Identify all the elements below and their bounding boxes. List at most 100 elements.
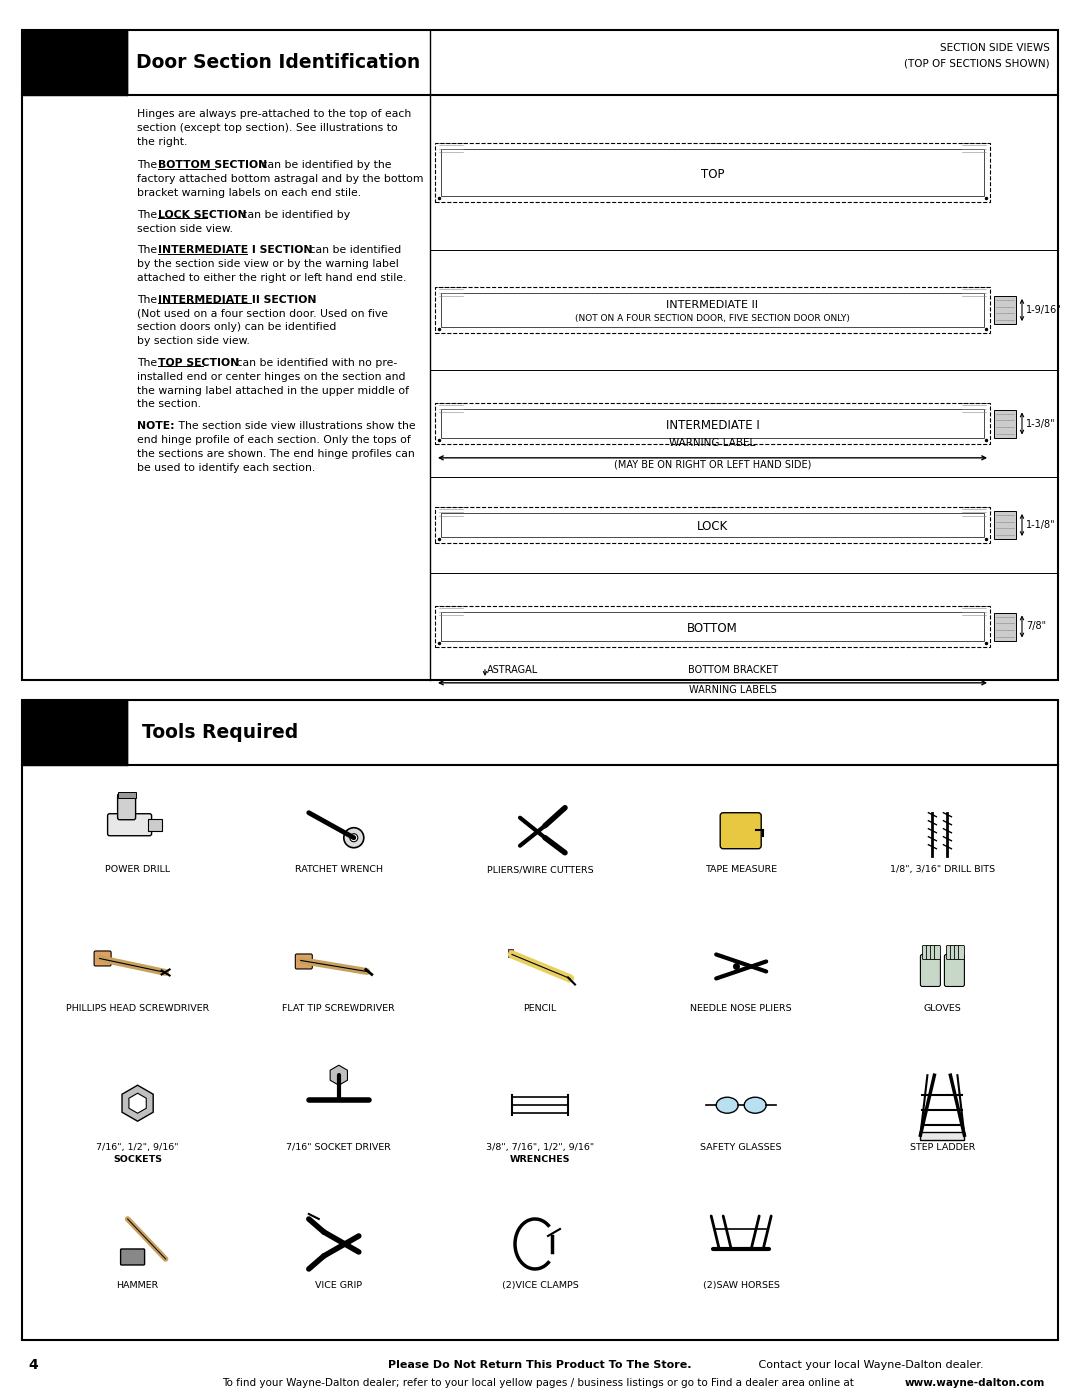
FancyBboxPatch shape	[944, 954, 964, 986]
FancyBboxPatch shape	[955, 946, 960, 960]
Text: The section side view illustrations show the: The section side view illustrations show…	[175, 422, 416, 432]
Text: section side view.: section side view.	[137, 224, 233, 233]
Text: 7/16", 1/2", 9/16": 7/16", 1/2", 9/16"	[96, 1143, 179, 1151]
Bar	[22, 29, 127, 95]
Bar	[704, 142, 720, 152]
Bar	[994, 511, 1016, 539]
Bar	[441, 612, 984, 641]
Text: WRENCHES: WRENCHES	[510, 1155, 570, 1164]
Bar	[441, 409, 984, 437]
Bar	[435, 142, 990, 203]
Text: (Not used on a four section door. Used on five: (Not used on a four section door. Used o…	[137, 309, 388, 319]
Text: The: The	[137, 210, 161, 219]
Bar	[437, 288, 465, 302]
Text: 7/8": 7/8"	[1026, 622, 1047, 631]
Text: (MAY BE ON RIGHT OR LEFT HAND SIDE): (MAY BE ON RIGHT OR LEFT HAND SIDE)	[613, 460, 811, 469]
FancyBboxPatch shape	[920, 954, 941, 986]
Bar	[704, 606, 720, 615]
Text: BOTTOM: BOTTOM	[687, 622, 738, 636]
Text: 7/16" SOCKET DRIVER: 7/16" SOCKET DRIVER	[286, 1143, 391, 1151]
Bar	[437, 142, 465, 156]
Text: LOCK SECTION: LOCK SECTION	[158, 210, 246, 219]
Text: ASTRAGAL: ASTRAGAL	[487, 665, 538, 675]
Text: The: The	[137, 161, 161, 170]
Text: 1-3/8": 1-3/8"	[1026, 419, 1055, 429]
Text: (2)SAW HORSES: (2)SAW HORSES	[703, 1281, 780, 1291]
Text: INTERMEDIATE II: INTERMEDIATE II	[666, 300, 758, 310]
Text: Tools Required: Tools Required	[141, 724, 298, 742]
FancyBboxPatch shape	[118, 793, 136, 820]
Text: Hinges are always pre-attached to the top of each: Hinges are always pre-attached to the to…	[137, 109, 411, 119]
Text: BOTTOM SECTION: BOTTOM SECTION	[158, 161, 267, 170]
Text: INTERMEDIATE II SECTION: INTERMEDIATE II SECTION	[158, 295, 316, 305]
Text: (TOP OF SECTIONS SHOWN): (TOP OF SECTIONS SHOWN)	[904, 59, 1050, 68]
Bar	[994, 612, 1016, 640]
Ellipse shape	[744, 1097, 766, 1113]
Text: The: The	[137, 295, 161, 305]
Text: the warning label attached in the upper middle of: the warning label attached in the upper …	[137, 386, 409, 395]
FancyBboxPatch shape	[295, 954, 312, 970]
Bar	[437, 404, 465, 418]
Bar	[441, 149, 984, 196]
Text: FLAT TIP SCREWDRIVER: FLAT TIP SCREWDRIVER	[283, 1004, 395, 1013]
FancyBboxPatch shape	[927, 946, 932, 960]
FancyBboxPatch shape	[94, 951, 111, 965]
Bar	[118, 792, 136, 798]
Text: can be identified by: can be identified by	[238, 210, 350, 219]
Bar	[994, 409, 1016, 437]
Text: be used to identify each section.: be used to identify each section.	[137, 462, 315, 472]
Ellipse shape	[716, 1097, 739, 1113]
Text: factory attached bottom astragal and by the bottom: factory attached bottom astragal and by …	[137, 175, 423, 184]
FancyBboxPatch shape	[950, 946, 957, 960]
Bar	[435, 606, 990, 647]
Text: can be identified with no pre-: can be identified with no pre-	[233, 358, 397, 367]
Text: the right.: the right.	[137, 137, 187, 147]
Bar	[704, 404, 720, 412]
Bar	[704, 288, 720, 296]
Bar	[435, 404, 990, 444]
Bar	[435, 288, 990, 332]
Text: POWER DRILL: POWER DRILL	[105, 865, 171, 875]
Text: the section.: the section.	[137, 400, 201, 409]
Text: www.wayne-dalton.com: www.wayne-dalton.com	[905, 1377, 1045, 1389]
Bar	[435, 507, 990, 543]
Text: the sections are shown. The end hinge profiles can: the sections are shown. The end hinge pr…	[137, 448, 415, 458]
Bar	[960, 507, 988, 521]
Text: by section side view.: by section side view.	[137, 337, 249, 346]
Text: WARNING LABEL: WARNING LABEL	[670, 437, 756, 448]
Text: LOCK: LOCK	[697, 521, 728, 534]
Text: can be identified by the: can be identified by the	[258, 161, 391, 170]
Bar	[960, 142, 988, 156]
FancyBboxPatch shape	[930, 946, 936, 960]
Text: attached to either the right or left hand end stile.: attached to either the right or left han…	[137, 272, 406, 284]
Bar	[994, 296, 1016, 324]
Text: The: The	[137, 358, 161, 367]
Text: 1/8", 3/16" DRILL BITS: 1/8", 3/16" DRILL BITS	[890, 865, 995, 875]
Text: NEEDLE NOSE PLIERS: NEEDLE NOSE PLIERS	[690, 1004, 792, 1013]
FancyBboxPatch shape	[108, 813, 151, 835]
Text: (NOT ON A FOUR SECTION DOOR, FIVE SECTION DOOR ONLY): (NOT ON A FOUR SECTION DOOR, FIVE SECTIO…	[575, 314, 850, 324]
FancyBboxPatch shape	[934, 946, 941, 960]
FancyBboxPatch shape	[121, 1249, 145, 1264]
Text: BOTTOM BRACKET: BOTTOM BRACKET	[688, 665, 778, 675]
Bar	[22, 29, 1058, 680]
Bar	[148, 819, 162, 831]
FancyBboxPatch shape	[922, 946, 929, 960]
Circle shape	[343, 828, 364, 848]
Text: NOTE:: NOTE:	[137, 422, 175, 432]
Text: Please Do Not Return This Product To The Store.: Please Do Not Return This Product To The…	[388, 1361, 692, 1370]
Text: PLIERS/WIRE CUTTERS: PLIERS/WIRE CUTTERS	[487, 865, 593, 875]
Text: TAPE MEASURE: TAPE MEASURE	[705, 865, 778, 875]
Text: installed end or center hinges on the section and: installed end or center hinges on the se…	[137, 372, 405, 381]
Text: STEP LADDER: STEP LADDER	[909, 1143, 975, 1151]
Text: 3/8", 7/16", 1/2", 9/16": 3/8", 7/16", 1/2", 9/16"	[486, 1143, 594, 1151]
Text: To find your Wayne-Dalton dealer; refer to your local yellow pages / business li: To find your Wayne-Dalton dealer; refer …	[222, 1377, 858, 1389]
FancyBboxPatch shape	[958, 946, 964, 960]
Text: PHILLIPS HEAD SCREWDRIVER: PHILLIPS HEAD SCREWDRIVER	[66, 1004, 210, 1013]
Text: WARNING LABELS: WARNING LABELS	[689, 685, 777, 694]
Bar	[441, 513, 984, 538]
Bar	[960, 404, 988, 418]
Text: 4: 4	[28, 1358, 38, 1372]
Text: SECTION SIDE VIEWS: SECTION SIDE VIEWS	[940, 43, 1050, 53]
Text: PENCIL: PENCIL	[524, 1004, 556, 1013]
